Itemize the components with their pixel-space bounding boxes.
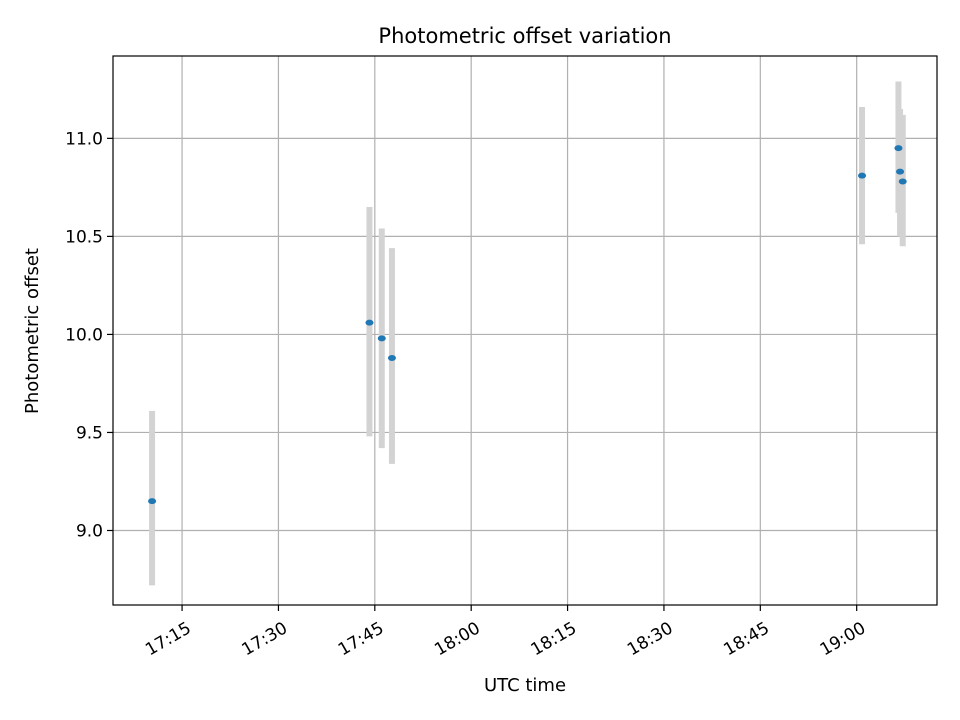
data-point <box>387 354 396 361</box>
x-tick-label: 18:30 <box>624 618 676 660</box>
x-tick-label: 19:00 <box>817 618 869 660</box>
y-axis-label: Photometric offset <box>22 248 43 414</box>
data-point <box>365 319 374 326</box>
data-point <box>148 498 157 505</box>
data-point <box>858 172 867 179</box>
data-point <box>377 335 386 342</box>
data-point <box>894 145 903 152</box>
x-tick-label: 17:15 <box>142 618 194 660</box>
x-tick-label: 17:30 <box>239 618 291 660</box>
errorbars <box>149 81 906 586</box>
chart-title: Photometric offset variation <box>378 24 671 48</box>
x-tick-label: 17:45 <box>335 618 387 660</box>
data-point <box>896 168 905 175</box>
y-tick-label: 9.0 <box>76 521 103 541</box>
y-tick-label: 11.0 <box>65 129 103 149</box>
data-point <box>898 178 907 185</box>
y-tick-label: 10.5 <box>65 227 103 247</box>
x-tick-label: 18:45 <box>720 618 772 660</box>
y-tick-label: 9.5 <box>76 423 103 443</box>
data-points <box>148 145 907 505</box>
x-axis-label: UTC time <box>484 675 566 696</box>
x-tick-label: 18:15 <box>528 618 580 660</box>
ticks: 17:15 17:30 17:45 18:00 18:15 18:30 18:45 19:00… <box>65 129 869 660</box>
plot-frame <box>112 55 938 606</box>
x-tick-label: 18:00 <box>431 618 483 660</box>
grid <box>113 56 937 605</box>
y-tick-label: 10.0 <box>65 325 103 345</box>
